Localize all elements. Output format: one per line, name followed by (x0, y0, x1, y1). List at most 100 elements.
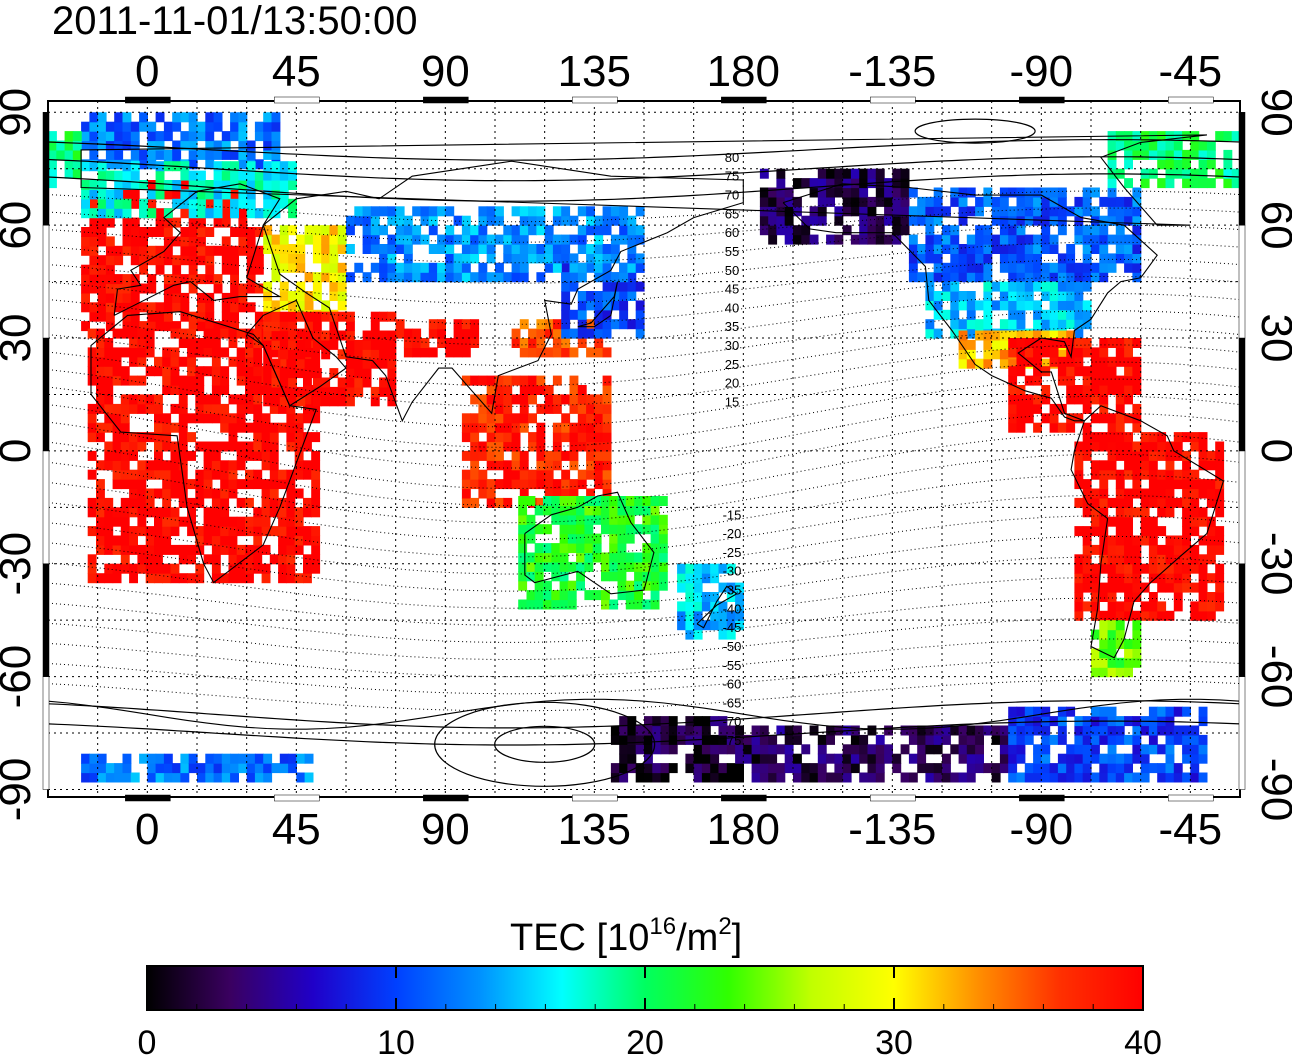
tec-cell (1091, 497, 1100, 508)
tec-cell (586, 244, 595, 254)
tec-cell (354, 368, 364, 379)
colorbar-title-end: ] (732, 917, 743, 959)
tec-cell (999, 215, 1009, 226)
tec-cell (178, 375, 188, 386)
tec-cell (1148, 526, 1158, 537)
tec-cell (1115, 601, 1125, 612)
tec-cell (211, 385, 221, 395)
contour-label: 55 (725, 244, 739, 259)
tec-cell (609, 543, 619, 554)
tec-cell (933, 215, 943, 226)
tec-cell (271, 161, 281, 172)
tec-cell (1074, 772, 1084, 783)
tec-cell (294, 413, 304, 424)
tec-cell (1132, 479, 1142, 490)
tec-cell (559, 514, 569, 525)
tec-cell (122, 217, 132, 228)
tec-cell (228, 338, 238, 348)
tec-cell (254, 311, 264, 322)
tec-cell (253, 432, 263, 443)
tec-cell (1049, 772, 1059, 783)
latitude-label: 60 (0, 201, 40, 250)
tec-cell (1206, 488, 1216, 499)
tec-cell (1165, 744, 1175, 755)
tec-cell (958, 206, 968, 217)
tec-cell (528, 225, 537, 236)
tec-cell (1140, 526, 1150, 537)
tec-cell (503, 422, 513, 433)
tec-cell (1198, 479, 1208, 490)
tec-cell (303, 403, 312, 414)
tec-cell (710, 772, 720, 783)
tec-cell (536, 422, 546, 433)
tec-cell (246, 140, 256, 151)
tec-cell (296, 281, 306, 292)
tec-cell (1124, 347, 1133, 358)
tec-cell (577, 272, 587, 283)
tec-cell (203, 366, 213, 377)
tec-cell (942, 225, 951, 236)
tec-cell (1024, 206, 1034, 217)
tec-cell (1082, 234, 1092, 245)
tec-cell (1074, 582, 1084, 593)
tec-cell (245, 526, 254, 537)
tec-cell (933, 328, 943, 339)
tec-cell (1115, 725, 1125, 736)
tec-cell (1082, 281, 1092, 292)
tec-cell (187, 450, 196, 461)
contour-line (48, 700, 1240, 729)
tec-cell (1107, 706, 1117, 717)
tec-cell (1140, 507, 1150, 518)
tec-cell (162, 516, 172, 527)
tec-cell (238, 292, 248, 303)
tec-cell (188, 208, 198, 219)
tec-cell (188, 121, 198, 132)
tec-cell (155, 227, 165, 237)
tec-cell (942, 281, 951, 292)
tec-cell (1041, 272, 1051, 283)
tec-cell (105, 236, 115, 247)
tec-cell (991, 349, 1001, 360)
tec-cell (1173, 772, 1183, 783)
tec-cell (536, 206, 546, 217)
tec-cell (867, 206, 877, 217)
tec-cell (577, 385, 587, 395)
tec-cell (172, 236, 182, 247)
tec-cell (263, 321, 273, 332)
tec-cell (1057, 196, 1067, 207)
tec-cell (635, 772, 645, 783)
tec-cell (726, 563, 736, 574)
tec-cell (178, 338, 188, 348)
tec-cell (263, 368, 273, 379)
contour-label: -30 (723, 564, 742, 579)
latitude-label: -60 (0, 645, 40, 709)
tec-cell (1124, 234, 1133, 245)
tec-cell (1190, 469, 1200, 480)
tec-cell (213, 208, 223, 219)
tec-cell (610, 272, 620, 283)
tec-cell (147, 772, 157, 783)
tec-cell (453, 338, 463, 348)
tec-cell (900, 215, 910, 226)
tec-cell (170, 526, 180, 537)
tec-cell (1132, 563, 1142, 574)
tec-cell (81, 283, 90, 294)
tec-cell (1198, 592, 1208, 602)
tec-cell (155, 753, 165, 764)
tec-cell (89, 772, 99, 783)
tec-cell (245, 469, 254, 480)
tec-cell (933, 262, 943, 273)
tec-cell (925, 234, 935, 245)
tec-cell (238, 170, 248, 181)
tec-cell (1115, 206, 1125, 217)
tec-cell (511, 253, 521, 264)
tec-cell (1008, 716, 1018, 727)
tec-cell (147, 763, 157, 774)
tec-cell (197, 772, 206, 783)
tec-cell (544, 234, 554, 245)
tec-cell (650, 561, 660, 572)
tec-cell (139, 283, 148, 294)
tec-cell (958, 744, 968, 755)
tec-cell (379, 272, 388, 283)
tec-cell (710, 734, 720, 745)
